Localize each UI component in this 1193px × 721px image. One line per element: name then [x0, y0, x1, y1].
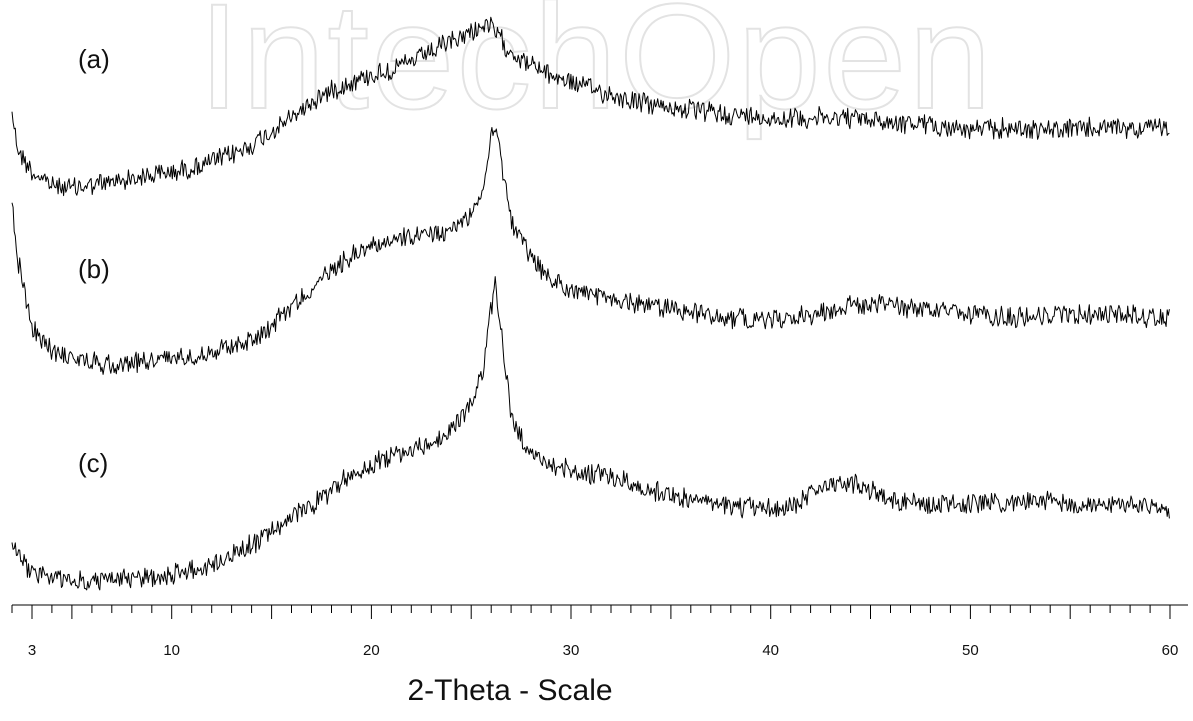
x-axis-title: 2-Theta - Scale [407, 674, 612, 707]
x-tick-label: 50 [962, 642, 979, 659]
series-labels: (a) (b) (c) [78, 44, 110, 478]
series-label-b: (b) [78, 254, 110, 284]
x-tick-label: 40 [762, 642, 779, 659]
x-tick-label: 30 [563, 642, 580, 659]
series-layer [11, 16, 1170, 591]
series-line-b [11, 127, 1170, 375]
series-label-c: (c) [78, 448, 108, 478]
x-tick-label: 60 [1162, 642, 1179, 659]
x-tick-label: 20 [363, 642, 380, 659]
x-tick-label: 10 [163, 642, 180, 659]
series-line-a [11, 16, 1170, 197]
series-line-c [11, 276, 1170, 591]
x-axis-ticks [11, 605, 1171, 619]
x-axis-tick-labels: 3 10 20 30 40 50 60 [28, 642, 1179, 659]
series-label-a: (a) [78, 44, 110, 74]
x-tick-label: 3 [28, 642, 36, 659]
